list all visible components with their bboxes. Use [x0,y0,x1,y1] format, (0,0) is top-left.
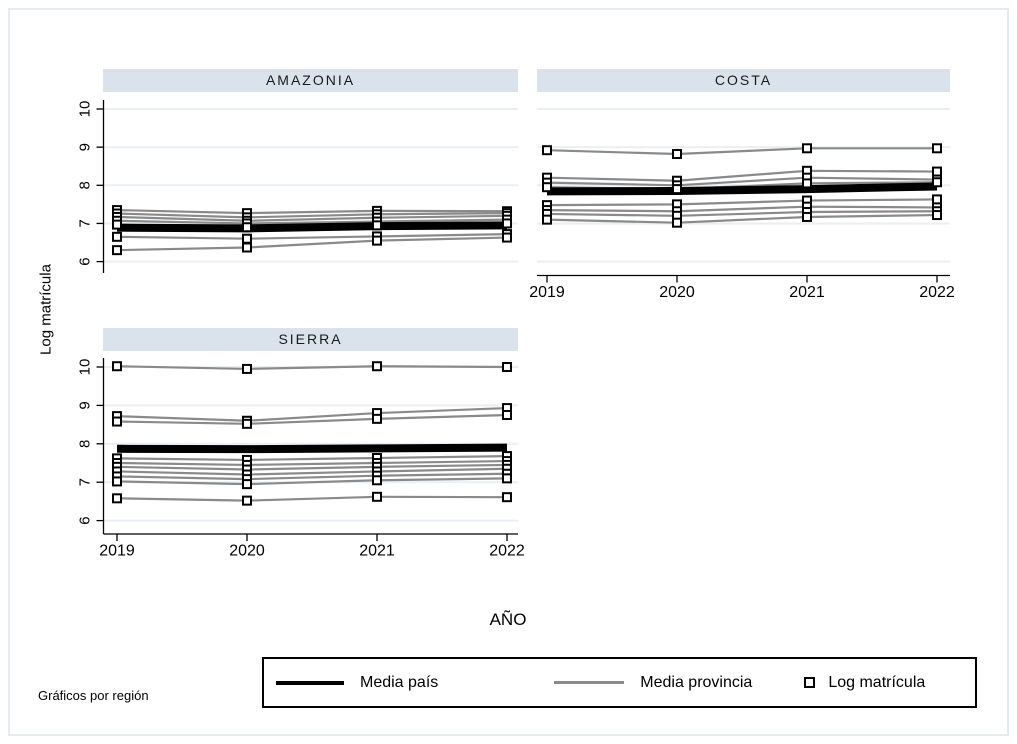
media-provincia-line [116,467,508,476]
media-provincia-line [116,236,508,252]
log-matricula-marker [112,416,122,427]
y-tick-label: 8 [76,181,93,189]
log-matricula-marker [242,479,252,490]
media-provincia-line [116,365,508,371]
media-provincia-line [546,210,938,217]
y-tick-label: 9 [76,143,93,151]
y-tick-label: 10 [76,359,93,376]
log-matricula-marker [112,476,122,487]
media-provincia-line [546,169,938,182]
media-pais-line [546,182,938,196]
log-matricula-marker [242,222,252,233]
log-matricula-marker [932,177,942,188]
legend-label-media-provincia: Media provincia [640,673,753,691]
hollow-square-marker-icon [804,677,816,688]
log-matricula-marker [932,143,942,154]
media-provincia-line [546,198,938,207]
log-matricula-marker [112,231,122,242]
y-tick-label: 8 [76,440,93,448]
media-provincia-line [116,413,508,425]
log-matricula-marker [542,145,552,156]
x-tick-label: 2021 [359,542,395,559]
media-provincia-line [116,477,508,486]
log-matricula-marker [372,413,382,424]
media-provincia-line [116,472,508,481]
y-tick-label: 6 [76,516,93,524]
y-tick-label: 6 [76,257,93,265]
log-matricula-marker [372,235,382,246]
x-tick-label: 2022 [919,284,955,301]
media-provincia-line [116,212,508,219]
media-provincia-line [116,454,508,462]
media-provincia-line [546,205,938,213]
media-provincia-line [546,176,938,187]
x-tick-label: 2019 [99,542,135,559]
x-axis-title: AÑO [489,610,527,629]
log-matricula-marker [502,492,512,503]
log-matricula-marker [672,149,682,160]
log-matricula-marker [502,410,512,420]
log-matricula-marker [672,184,682,195]
panel-title-costa: COSTA [537,69,950,92]
media-provincia-line [116,463,508,471]
log-matricula-marker [542,182,552,193]
log-matricula-marker [372,491,382,502]
y-tick-label: 10 [76,101,93,118]
log-matricula-marker [502,218,512,229]
media-provincia-line [116,208,508,215]
panel-title-sierra: SIERRA [103,328,518,351]
x-tick-label: 2020 [659,284,695,301]
x-tick-label: 2019 [529,284,565,301]
log-matricula-marker [372,475,382,486]
log-matricula-marker [242,418,252,429]
log-matricula-marker [542,214,552,225]
y-tick-label: 7 [76,219,93,227]
media-provincia-line [116,459,508,467]
by-graph-note: Gráficos por región [38,688,149,703]
panel-title-amazonia: AMAZONIA [103,69,518,92]
legend: Media país Media provincia Log matrícula [262,657,977,708]
log-matricula-marker [112,219,122,230]
media-pais-line [116,221,508,233]
media-provincia-line [116,495,508,502]
log-matricula-marker [372,220,382,231]
log-matricula-marker [802,211,812,222]
log-matricula-marker [112,245,122,256]
log-matricula-marker [372,361,382,372]
media-provincia-line [116,218,508,225]
legend-label-log-matricula: Log matrícula [828,673,926,691]
log-matricula-marker [242,495,252,506]
log-matricula-marker [242,242,252,253]
x-tick-label: 2020 [229,542,265,559]
log-matricula-marker [502,362,512,372]
log-matricula-marker [802,178,812,189]
media-provincia-line-sample [554,681,625,684]
log-matricula-marker [932,194,942,205]
media-pais-line-sample [276,680,344,685]
y-tick-label: 9 [76,401,93,409]
x-tick-label: 2022 [489,542,525,559]
log-matricula-marker [502,473,512,484]
log-matricula-marker [932,210,942,221]
y-tick-label: 7 [76,478,93,486]
media-provincia-line [116,233,508,240]
media-provincia-line [546,147,937,156]
legend-label-media-pais: Media país [360,673,439,691]
x-tick-label: 2021 [789,284,825,301]
media-provincia-line [116,214,508,222]
log-matricula-marker [672,217,682,228]
media-provincia-line [116,406,508,422]
y-axis-title: Log matrícula [37,264,55,355]
log-matricula-marker [112,493,122,504]
media-provincia-line [546,213,938,224]
log-matricula-marker [242,233,252,244]
log-matricula-marker [242,363,252,374]
media-pais-line [116,443,508,454]
log-matricula-marker [932,166,942,177]
log-matricula-marker [502,232,512,243]
log-matricula-marker [112,361,122,372]
log-matricula-marker [802,143,812,154]
